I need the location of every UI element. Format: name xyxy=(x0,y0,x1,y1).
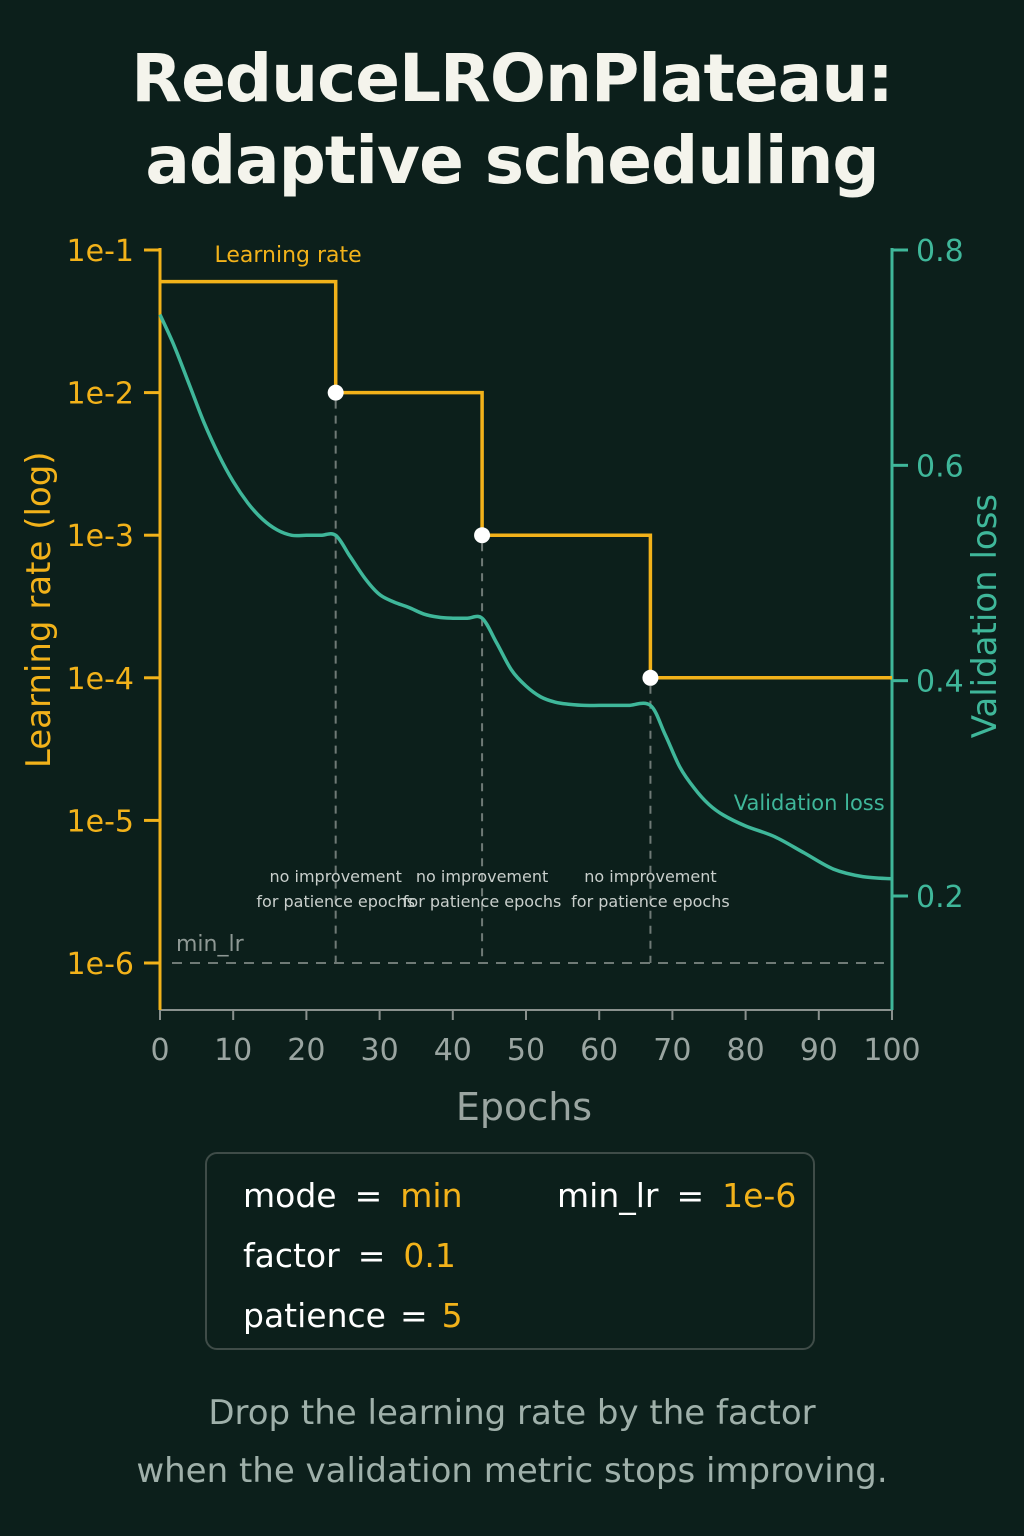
y-right-tick-label: 0.8 xyxy=(916,234,964,269)
y-left-tick-label: 1e-3 xyxy=(67,519,134,554)
param-min-lr: min_lr = 1e-6 xyxy=(557,1176,796,1215)
learning-rate-series-label: Learning rate xyxy=(214,243,361,268)
x-tick-label: 30 xyxy=(361,1033,399,1068)
y-left-tick-label: 1e-4 xyxy=(67,662,134,697)
y-left-tick-label: 1e-5 xyxy=(67,804,134,839)
y-left-tick-label: 1e-2 xyxy=(67,377,134,412)
caption-line-2: when the validation metric stops improvi… xyxy=(136,1451,888,1491)
y-right-axis-title: Validation loss xyxy=(965,494,1005,738)
validation-loss-series-line xyxy=(158,313,893,881)
y-right-tick-label: 0.6 xyxy=(916,449,964,484)
x-tick-label: 10 xyxy=(214,1033,252,1068)
param-factor: factor = 0.1 xyxy=(243,1236,456,1275)
param-patience: patience = 5 xyxy=(243,1296,463,1335)
y-right-tick-label: 0.4 xyxy=(916,665,964,700)
annotation-line-2: for patience epochs xyxy=(403,892,562,911)
min-lr-label: min_lr xyxy=(176,932,245,957)
param-min-lr-name: min_lr xyxy=(557,1176,659,1215)
x-tick-label: 100 xyxy=(863,1033,920,1068)
x-tick-label: 90 xyxy=(800,1033,838,1068)
lr-loss-chart: 0 10 20 30 40 50 60 70 80 90 100 1e-1 1e-2 1e-3 1e-4 1e… xyxy=(19,234,1005,1129)
param-mode-value: min xyxy=(400,1176,463,1215)
validation-loss-series-label: Validation loss xyxy=(734,791,885,815)
equals-sign: = xyxy=(399,1296,428,1335)
equals-sign: = xyxy=(354,1176,383,1215)
caption-line-1: Drop the learning rate by the factor xyxy=(208,1393,816,1433)
learning-rate-series-line xyxy=(160,279,892,680)
equals-sign: = xyxy=(676,1176,705,1215)
y-right-tick-label: 0.2 xyxy=(916,880,964,915)
x-tick-label: 80 xyxy=(727,1033,765,1068)
equals-sign: = xyxy=(357,1236,386,1275)
annotation-line-1: no improvement xyxy=(269,867,401,886)
x-tick-label: 70 xyxy=(653,1033,691,1068)
x-tick-label: 40 xyxy=(434,1033,472,1068)
param-patience-name: patience xyxy=(243,1296,386,1335)
annotation-line-2: for patience epochs xyxy=(256,892,415,911)
x-axis-title: Epochs xyxy=(456,1085,592,1129)
params-panel: mode = min min_lr = 1e-6 factor = 0.1 patience… xyxy=(205,1152,815,1350)
page-title: ReduceLROnPlateau: adaptive scheduling xyxy=(0,38,1024,202)
x-tick-label: 60 xyxy=(580,1033,618,1068)
annotation-line-1: no improvement xyxy=(584,867,716,886)
lr-drop-marker xyxy=(327,384,344,401)
x-tick-label: 20 xyxy=(287,1033,325,1068)
param-mode-name: mode xyxy=(243,1176,337,1215)
y-left-tick-label: 1e-1 xyxy=(67,234,134,269)
x-tick-label: 0 xyxy=(150,1033,169,1068)
param-min-lr-value: 1e-6 xyxy=(722,1176,797,1215)
lr-drop-marker xyxy=(642,669,659,686)
title-line-2: adaptive scheduling xyxy=(145,122,879,199)
y-left-axis-title: Learning rate (log) xyxy=(19,451,59,768)
param-factor-value: 0.1 xyxy=(403,1236,456,1275)
param-factor-name: factor xyxy=(243,1236,340,1275)
annotation-line-2: for patience epochs xyxy=(571,892,730,911)
annotation-line-1: no improvement xyxy=(416,867,548,886)
param-patience-value: 5 xyxy=(441,1296,463,1335)
caption: Drop the learning rate by the factor whe… xyxy=(0,1384,1024,1500)
y-left-tick-label: 1e-6 xyxy=(67,947,134,982)
title-line-1: ReduceLROnPlateau: xyxy=(131,40,893,117)
param-mode: mode = min xyxy=(243,1176,462,1215)
x-tick-label: 50 xyxy=(507,1033,545,1068)
lr-drop-marker xyxy=(474,527,491,544)
